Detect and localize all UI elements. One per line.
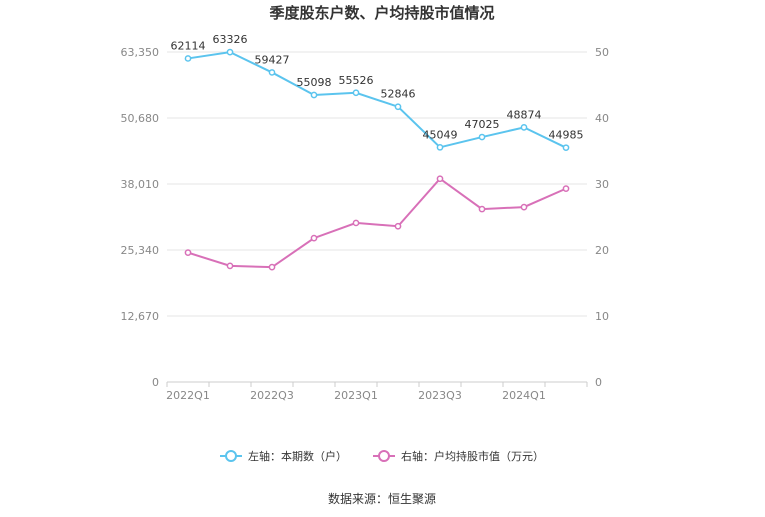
legend-label: 右轴：户均持股市值（万元） [401, 449, 544, 463]
left-axis-tick-label: 0 [152, 376, 159, 389]
left-axis-tick-label: 25,340 [121, 244, 160, 257]
data-point[interactable] [226, 48, 234, 56]
x-axis-tick-label: 2022Q1 [166, 389, 210, 402]
data-point[interactable] [268, 263, 276, 271]
data-label: 52846 [381, 88, 416, 101]
legend-item-0[interactable]: 左轴：本期数（户） [220, 449, 347, 463]
series-line-1 [187, 177, 567, 269]
data-label: 55098 [297, 76, 332, 89]
data-label: 45049 [423, 128, 458, 141]
data-point[interactable] [436, 143, 444, 151]
x-axis-tick-label: 2022Q3 [250, 389, 294, 402]
left-axis-tick-label: 63,350 [121, 46, 160, 59]
x-axis-tick-label: 2023Q3 [418, 389, 462, 402]
x-axis-tick-label: 2023Q1 [334, 389, 378, 402]
left-axis-tick-label: 38,010 [121, 178, 160, 191]
data-label: 48874 [507, 108, 542, 121]
data-point[interactable] [478, 205, 486, 213]
data-point[interactable] [268, 69, 276, 76]
series [184, 48, 570, 271]
right-axis-tick-label: 10 [595, 310, 609, 323]
data-point[interactable] [394, 103, 402, 111]
data-label: 44985 [549, 129, 584, 142]
data-label: 59427 [255, 53, 290, 66]
data-point[interactable] [184, 249, 192, 256]
right-axis-tick-label: 0 [595, 376, 602, 389]
right-axis-tick-label: 50 [595, 46, 609, 59]
legend-label: 左轴：本期数（户） [248, 449, 347, 463]
data-point[interactable] [562, 185, 570, 192]
data-point[interactable] [352, 219, 360, 227]
series-line-0 [187, 51, 567, 149]
legend[interactable]: 左轴：本期数（户） 右轴：户均持股市值（万元） [220, 449, 544, 463]
grid-lines [167, 51, 587, 317]
data-point[interactable] [520, 203, 528, 211]
data-label: 63326 [213, 33, 248, 46]
data-point[interactable] [226, 262, 234, 270]
data-label: 62114 [171, 39, 206, 52]
axes: 0 0 12,670 10 25,340 20 38,010 30 50,680 40 63,350… [121, 46, 610, 402]
legend-swatch-marker [378, 450, 390, 462]
x-axis-tick-label: 2024Q1 [502, 389, 546, 402]
data-point[interactable] [520, 124, 528, 131]
data-point[interactable] [184, 55, 192, 62]
data-point[interactable] [436, 175, 444, 183]
data-label: 47025 [465, 118, 500, 131]
data-point[interactable] [394, 222, 402, 230]
left-axis-tick-label: 50,680 [121, 112, 160, 125]
data-point[interactable] [310, 91, 318, 99]
legend-item-1[interactable]: 右轴：户均持股市值（万元） [373, 449, 544, 463]
source-note: 数据来源：恒生聚源 [328, 491, 436, 506]
chart-title: 季度股东户数、户均持股市值情况 [269, 4, 494, 22]
data-label: 55526 [339, 74, 374, 87]
right-axis-tick-label: 20 [595, 244, 609, 257]
data-point[interactable] [352, 89, 360, 97]
data-point[interactable] [310, 234, 318, 242]
legend-swatch-marker [225, 450, 237, 462]
right-axis-tick-label: 40 [595, 112, 609, 125]
data-labels: 62114 63326 59427 55098 55526 52846 45049 47025… [171, 33, 584, 142]
data-point[interactable] [478, 133, 486, 141]
left-axis-tick-label: 12,670 [121, 310, 160, 323]
data-point[interactable] [562, 144, 570, 152]
right-axis-tick-label: 30 [595, 178, 609, 191]
